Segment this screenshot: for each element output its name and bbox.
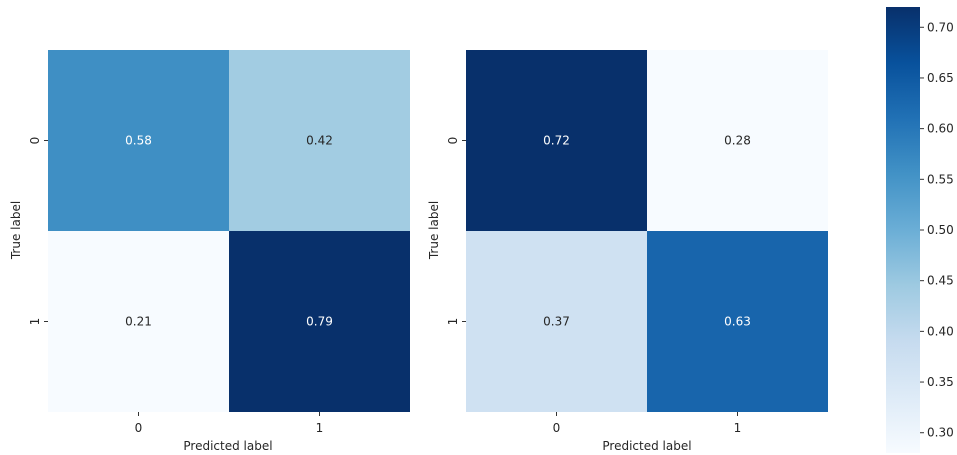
cell-left-0-1 [229, 50, 410, 231]
colorbar-gradient [886, 7, 920, 453]
cell-right-1-0 [466, 231, 647, 412]
colorbar: 0.30 0.35 0.40 0.45 0.50 0.55 0.60 0.65 0.70 [886, 7, 954, 453]
colorbar-tick-label-1: 0.35 [927, 375, 954, 389]
heatmap-right-ylabel: True label [427, 201, 441, 260]
heatmap-right-xlabel: Predicted label [602, 439, 691, 453]
ytick-label-right-1: 1 [446, 318, 460, 326]
cell-label-right-1-0: 0.37 [543, 315, 570, 329]
cell-label-left-0-1: 0.42 [306, 134, 333, 148]
cell-label-left-0-0: 0.58 [125, 134, 152, 148]
colorbar-tick-label-6: 0.60 [927, 122, 954, 136]
cell-right-0-0 [466, 50, 647, 231]
colorbar-tick-label-4: 0.50 [927, 223, 954, 237]
colorbar-tick-label-7: 0.65 [927, 71, 954, 85]
cell-label-right-0-1: 0.28 [724, 134, 751, 148]
colorbar-tick-label-2: 0.40 [927, 324, 954, 338]
cell-label-left-1-0: 0.21 [125, 315, 152, 329]
heatmap-left-ylabel: True label [9, 201, 23, 260]
colorbar-tick-label-5: 0.55 [927, 172, 954, 186]
heatmap-left: 0.58 0.42 0.21 0.79 0 1 0 1 Predicted label Tr… [9, 50, 410, 453]
cell-left-1-0 [48, 231, 229, 412]
xtick-label-left-1: 1 [316, 421, 324, 435]
cell-right-0-1 [647, 50, 828, 231]
xtick-label-right-1: 1 [734, 421, 742, 435]
xtick-label-left-0: 0 [135, 421, 143, 435]
colorbar-tick-label-8: 0.70 [927, 20, 954, 34]
colorbar-tick-label-0: 0.30 [927, 426, 954, 440]
xtick-label-right-0: 0 [553, 421, 561, 435]
cell-label-right-0-0: 0.72 [543, 134, 570, 148]
cell-right-1-1 [647, 231, 828, 412]
heatmap-left-xlabel: Predicted label [183, 439, 272, 453]
cell-label-left-1-1: 0.79 [306, 315, 333, 329]
heatmap-right: 0.72 0.28 0.37 0.63 0 1 0 1 Predicted label Tr… [427, 50, 828, 453]
cell-left-1-1 [229, 231, 410, 412]
ytick-label-left-0: 0 [28, 137, 42, 145]
ytick-label-left-1: 1 [28, 318, 42, 326]
cell-left-0-0 [48, 50, 229, 231]
cell-label-right-1-1: 0.63 [724, 315, 751, 329]
ytick-label-right-0: 0 [446, 137, 460, 145]
colorbar-tick-label-3: 0.45 [927, 274, 954, 288]
